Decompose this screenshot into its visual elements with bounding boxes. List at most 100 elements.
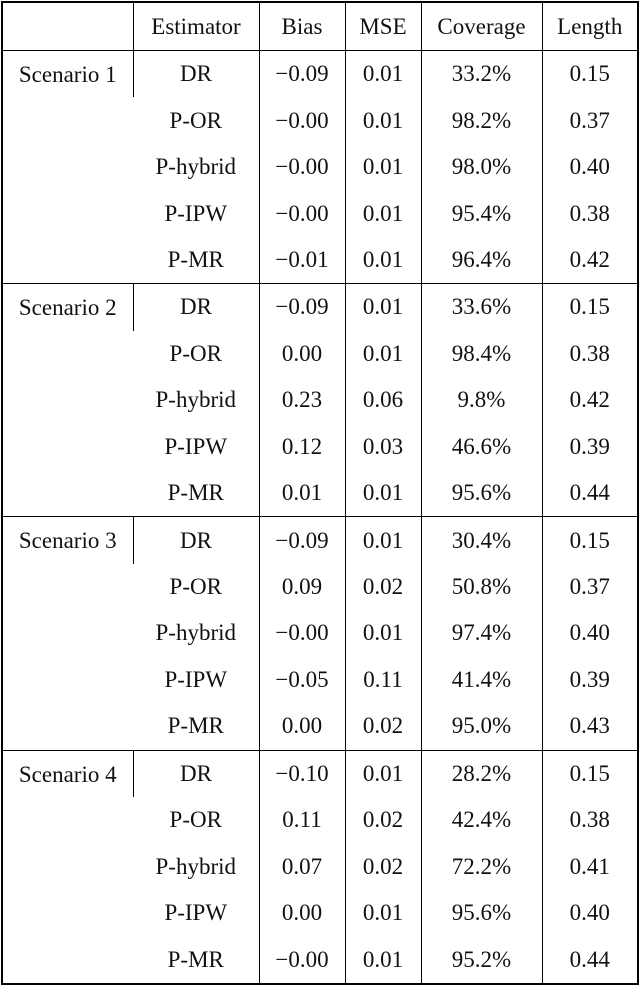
coverage-cell: 95.0%: [420, 703, 542, 751]
bias-cell: 0.12: [258, 423, 345, 470]
bias-cell: 0.00: [258, 889, 345, 937]
estimator-cell: DR: [132, 283, 259, 331]
table-row: Scenario 3 DR −0.09 0.01 30.4% 0.15: [2, 516, 638, 751]
coverage-cell: 72.2%: [420, 843, 542, 890]
table-row: Scenario 1 DR −0.09 0.01 33.2% 0.15: [2, 50, 638, 98]
column-header-blank: [2, 2, 133, 51]
coverage-cell: 41.4%: [420, 656, 542, 704]
bias-cell: 0.00: [258, 703, 345, 751]
mse-cell: 0.01: [344, 889, 421, 937]
scenario-label-cell: Scenario 1: [18, 62, 117, 87]
mse-cell: 0.01: [344, 283, 421, 331]
length-cell: 0.39: [541, 656, 638, 704]
column-header-length: Length: [541, 2, 638, 51]
mse-cell: 0.01: [344, 97, 421, 144]
mse-cell: 0.02: [344, 797, 421, 844]
coverage-cell: 30.4%: [420, 516, 542, 564]
mse-cell: 0.01: [344, 190, 421, 237]
length-cell: 0.40: [541, 889, 638, 937]
estimator-cell: P-IPW: [164, 666, 228, 692]
mse-cell: 0.01: [344, 143, 421, 191]
coverage-cell: 95.2%: [420, 936, 542, 984]
estimator-cell: P-IPW: [164, 200, 228, 226]
coverage-cell: 42.4%: [420, 797, 542, 844]
column-header-mse: MSE: [344, 2, 421, 51]
estimator-cell: DR: [132, 50, 259, 98]
coverage-cell: 95.4%: [420, 190, 542, 237]
bias-cell: −0.01: [258, 236, 345, 284]
estimator-cell: P-MR: [167, 246, 224, 272]
table-row: P-hybrid −0.00 0.01 98.0% 0.40: [2, 143, 638, 191]
table-row: P-hybrid 0.07 0.02 72.2% 0.41: [2, 843, 638, 890]
scenario-label-cell: Scenario 3: [2, 516, 133, 751]
coverage-cell: 98.4%: [420, 330, 542, 378]
table-row: P-MR 0.00 0.02 95.0% 0.43: [2, 703, 638, 751]
length-cell: 0.42: [541, 377, 638, 424]
table-header: Estimator Bias MSE Coverage Length: [2, 2, 638, 51]
mse-cell: 0.02: [344, 703, 421, 751]
table-body: Scenario 1 DR −0.09 0.01 33.2% 0.15 P-OR −0.00 0…: [2, 50, 638, 984]
coverage-cell: 98.0%: [420, 143, 542, 191]
estimator-cell: P-hybrid: [155, 387, 237, 413]
table-row: P-IPW −0.05 0.11 41.4% 0.39: [2, 656, 638, 704]
length-cell: 0.41: [541, 843, 638, 890]
table-row: P-IPW −0.00 0.01 95.4% 0.38: [2, 190, 638, 237]
bias-cell: 0.23: [258, 377, 345, 424]
length-cell: 0.37: [541, 563, 638, 611]
mse-cell: 0.01: [344, 50, 421, 98]
bias-cell: −0.00: [258, 143, 345, 191]
estimator-cell: P-hybrid: [155, 620, 237, 646]
estimator-cell: P-OR: [169, 340, 222, 366]
bias-cell: −0.10: [258, 749, 345, 797]
table-row: P-hybrid 0.23 0.06 9.8% 0.42: [2, 377, 638, 424]
coverage-cell: 95.6%: [420, 889, 542, 937]
estimator-cell: P-OR: [169, 807, 222, 833]
table-row: P-OR 0.00 0.01 98.4% 0.38: [2, 330, 638, 378]
mse-cell: 0.01: [344, 610, 421, 657]
table-row: P-hybrid −0.00 0.01 97.4% 0.40: [2, 610, 638, 657]
length-cell: 0.15: [541, 749, 638, 797]
table-row: P-MR 0.01 0.01 95.6% 0.44: [2, 469, 638, 517]
table-row: P-MR −0.00 0.01 95.2% 0.44: [2, 936, 638, 984]
length-cell: 0.38: [541, 797, 638, 844]
mse-cell: 0.02: [344, 563, 421, 611]
bias-cell: 0.00: [258, 330, 345, 378]
column-header-bias: Bias: [258, 2, 345, 51]
mse-cell: 0.06: [344, 377, 421, 424]
length-cell: 0.39: [541, 423, 638, 470]
mse-cell: 0.01: [344, 469, 421, 517]
coverage-cell: 46.6%: [420, 423, 542, 470]
bias-cell: −0.00: [258, 610, 345, 657]
length-cell: 0.44: [541, 936, 638, 984]
estimator-cell: P-IPW: [164, 900, 228, 926]
estimator-cell: P-hybrid: [155, 154, 237, 180]
mse-cell: 0.01: [344, 749, 421, 797]
length-cell: 0.43: [541, 703, 638, 751]
bias-cell: −0.09: [258, 516, 345, 564]
coverage-cell: 28.2%: [420, 749, 542, 797]
bias-cell: −0.00: [258, 97, 345, 144]
coverage-cell: 9.8%: [420, 377, 542, 424]
coverage-cell: 98.2%: [420, 97, 542, 144]
table-row: Scenario 4 DR −0.10 0.01 28.2% 0.15: [2, 749, 638, 984]
column-header-estimator: Estimator: [132, 2, 259, 51]
table-row: Scenario 2 DR −0.09 0.01 33.6% 0.15: [2, 283, 638, 517]
mse-cell: 0.02: [344, 843, 421, 890]
table-row: P-OR 0.11 0.02 42.4% 0.38: [2, 797, 638, 844]
estimator-cell: DR: [132, 516, 259, 564]
coverage-cell: 33.2%: [420, 50, 542, 98]
coverage-cell: 95.6%: [420, 469, 542, 517]
table-row: P-OR −0.00 0.01 98.2% 0.37: [2, 97, 638, 144]
coverage-cell: 96.4%: [420, 236, 542, 284]
estimator-cell: P-MR: [167, 480, 224, 506]
bias-cell: 0.07: [258, 843, 345, 890]
table-row: P-MR −0.01 0.01 96.4% 0.42: [2, 236, 638, 284]
table-row: P-IPW 0.00 0.01 95.6% 0.40: [2, 889, 638, 937]
scenario-label-cell: Scenario 4: [2, 749, 133, 984]
scenario-label-cell: Scenario 2: [2, 283, 133, 517]
mse-cell: 0.01: [344, 516, 421, 564]
table-row: P-IPW 0.12 0.03 46.6% 0.39: [2, 423, 638, 470]
bias-cell: 0.11: [258, 797, 345, 844]
